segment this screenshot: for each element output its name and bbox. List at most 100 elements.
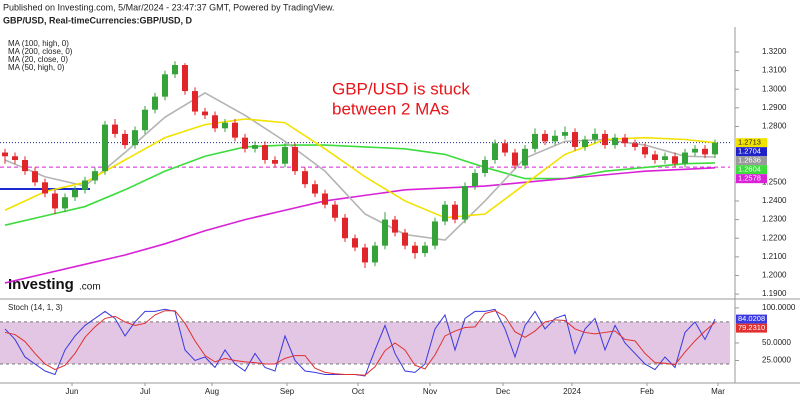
legend-entry: MA (20, close, 0) [8,55,68,64]
candle-body [542,133,548,142]
candle-body [502,143,508,153]
candle-body [112,124,118,134]
candle-body [82,180,88,190]
candle-body [452,204,458,220]
candle-body [672,156,678,164]
candle-body [362,247,368,263]
candle-body [382,219,388,246]
candle-body [562,132,568,136]
candle-body [242,137,248,149]
candle-body [592,133,598,140]
candle-body [402,232,408,246]
candle-body [312,184,318,194]
price-label: 1.2604 [738,165,761,174]
price-label-box [736,147,767,157]
price-label: 1.2636 [738,156,761,165]
y-tick-label: 1.2200 [762,233,787,242]
price-label-box [736,138,767,148]
candle-body [252,145,258,149]
candle-body [332,204,338,218]
y-tick-label: 1.2900 [762,103,787,112]
candle-body [472,173,478,187]
price-label: 1.2578 [738,174,761,183]
candle-body [682,152,688,164]
x-tick-label: Aug [205,387,219,396]
candle-body [572,132,578,147]
candle-body [292,146,298,172]
price-label: 1.2713 [738,138,761,147]
candle-body [582,139,588,147]
header: Published on Investing.com, 5/Mar/2024 -… [3,2,335,12]
stoch-label-box [736,314,767,324]
candle-body [692,148,698,153]
y-tick-label: 1.3000 [762,84,787,93]
stoch-tick-label: 50.0000 [762,338,791,347]
stoch-line [4,310,716,376]
candle-body [202,111,208,116]
y-tick-label: 1.3200 [762,47,787,56]
candle-body [532,133,538,149]
candle-body [322,193,328,205]
candle-body [522,148,528,166]
stoch-band [0,321,730,364]
candle-body [282,146,288,164]
candle-body [232,122,238,138]
stoch-label-box [736,323,767,333]
candle-body [272,159,278,164]
annotation: GBP/USD is stuck [332,79,470,98]
candle-body [702,148,708,155]
candle-body [392,219,398,233]
candle-body [32,171,38,183]
candle-body [22,159,28,172]
price-label-box [736,156,767,166]
candle-body [662,156,668,160]
legend-entry: MA (50, high, 0) [8,63,65,72]
logo: Investing [8,276,74,293]
candle-body [492,143,498,160]
candle-body [192,91,198,112]
y-tick-label: 1.2300 [762,215,787,224]
candle-body [42,182,48,194]
candle-body [2,152,8,157]
candle-body [432,221,438,246]
candle-body [612,137,618,146]
price-label-box [736,165,767,175]
candle-body [352,238,358,248]
x-tick-label: 2024 [563,387,581,396]
stoch-label: 84.0208 [738,314,765,323]
candle-body [212,115,218,129]
stoch-label: 79.2310 [738,323,765,332]
candle-body [182,64,188,92]
x-tick-label: Nov [423,387,437,396]
annotation: between 2 MAs [332,99,449,118]
candle-body [92,171,98,181]
legend-entry: MA (100, high, 0) [8,39,69,48]
candle-body [72,189,78,198]
candle-body [712,142,718,155]
candle-body [632,143,638,147]
candle-body [102,124,108,172]
candle-body [262,145,268,160]
candle-body [442,204,448,222]
x-tick-label: Jul [140,387,150,396]
y-tick-label: 1.2400 [762,196,787,205]
candle-body [62,197,68,209]
candle-body [372,245,378,263]
y-tick-label: 1.2000 [762,271,787,280]
candle-body [422,245,428,254]
y-tick-label: 1.3100 [762,66,787,75]
y-tick-label: 1.1900 [762,289,787,298]
x-tick-label: Oct [352,387,365,396]
candle-body [602,133,608,146]
y-tick-label: 1.2500 [762,177,787,186]
candle-body [462,186,468,220]
candle-body [12,156,18,160]
price-label-box [736,174,767,184]
stoch-tick-label: 100.0000 [762,303,796,312]
y-tick-label: 1.2800 [762,122,787,131]
candle-body [642,146,648,155]
candle-body [412,245,418,254]
moving-average [4,167,716,284]
